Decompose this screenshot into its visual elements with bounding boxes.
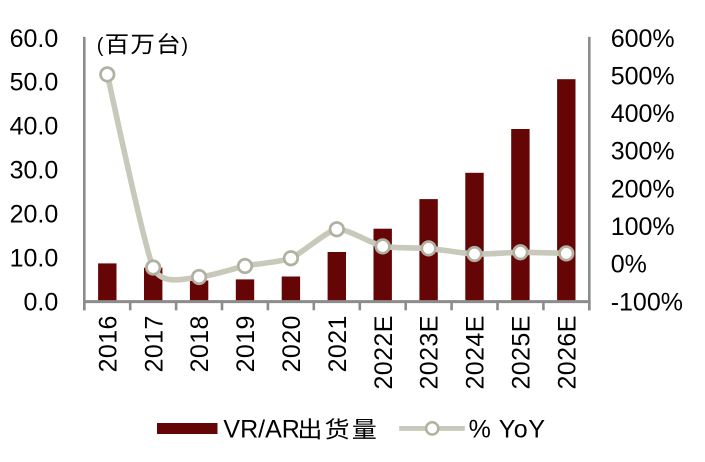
svg-text:2023E: 2023E — [416, 315, 444, 389]
svg-text:40.0: 40.0 — [10, 113, 59, 141]
svg-text:VR/AR: VR/AR — [223, 416, 299, 444]
svg-text:2022E: 2022E — [370, 315, 398, 389]
svg-text:50.0: 50.0 — [10, 69, 59, 97]
svg-text:0%: 0% — [611, 251, 647, 279]
svg-text:-100%: -100% — [611, 288, 683, 316]
svg-text:60.0: 60.0 — [10, 25, 59, 53]
svg-text:(: ( — [97, 35, 104, 57]
svg-text:500%: 500% — [611, 62, 675, 90]
svg-text:600%: 600% — [611, 25, 675, 53]
svg-text:2026E: 2026E — [553, 315, 581, 389]
svg-text:2021: 2021 — [324, 315, 352, 372]
svg-text:20.0: 20.0 — [10, 201, 59, 229]
svg-text:10.0: 10.0 — [10, 244, 59, 272]
svg-text:2024E: 2024E — [462, 315, 490, 389]
svg-text:2017: 2017 — [140, 315, 168, 372]
svg-text:100%: 100% — [611, 213, 675, 241]
svg-text:): ) — [181, 35, 188, 57]
svg-text:400%: 400% — [611, 100, 675, 128]
svg-text:200%: 200% — [611, 175, 675, 203]
svg-text:2025E: 2025E — [508, 315, 536, 389]
svg-text:30.0: 30.0 — [10, 157, 59, 185]
svg-text:% YoY: % YoY — [469, 415, 546, 443]
svg-text:2019: 2019 — [232, 315, 260, 372]
svg-text:2020: 2020 — [278, 315, 306, 372]
svg-text:2016: 2016 — [94, 315, 122, 372]
svg-text:2018: 2018 — [186, 315, 214, 372]
svg-text:0.0: 0.0 — [24, 288, 59, 316]
svg-text:300%: 300% — [611, 138, 675, 166]
